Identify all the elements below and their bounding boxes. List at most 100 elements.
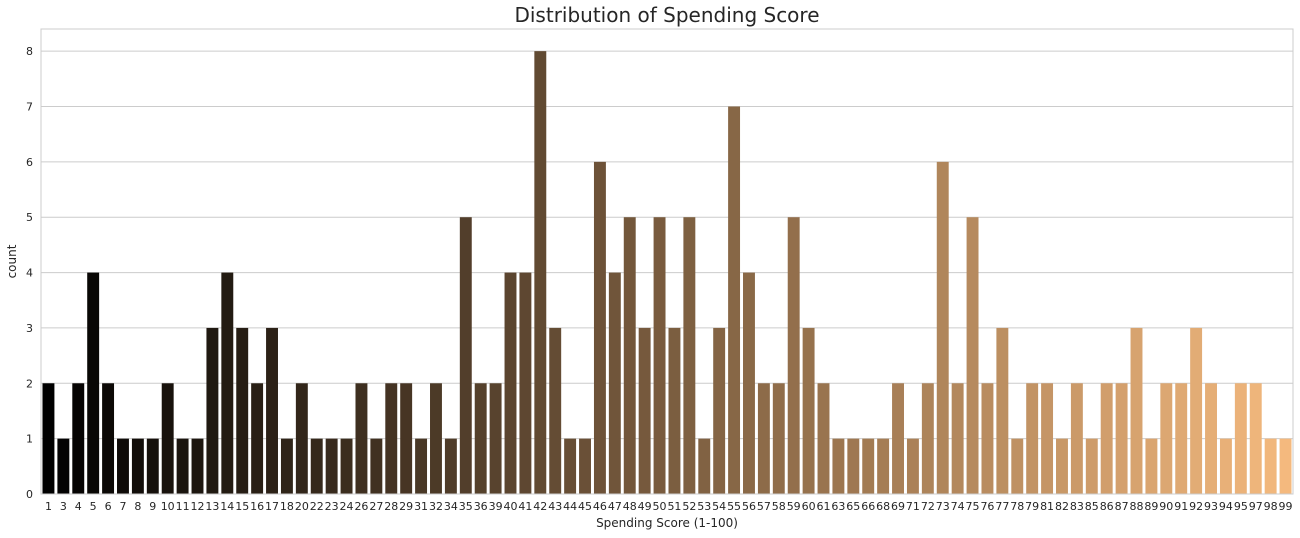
bar-17 xyxy=(266,327,278,494)
bar-31 xyxy=(415,438,428,494)
bar-56 xyxy=(743,272,755,494)
bar-89 xyxy=(1145,438,1158,494)
bar-13 xyxy=(206,327,219,494)
bar-79 xyxy=(1026,383,1039,494)
y-tick-label: 2 xyxy=(26,377,33,390)
x-tick-label: 23 xyxy=(325,500,339,513)
y-tick-labels: 0 1 2 3 4 5 6 7 8 xyxy=(26,45,33,501)
bar-99 xyxy=(1279,438,1292,494)
bar-59 xyxy=(787,217,800,494)
bar-94 xyxy=(1219,438,1232,494)
x-tick-label: 49 xyxy=(638,500,652,513)
bar-68 xyxy=(877,438,890,494)
bar-48 xyxy=(623,217,636,494)
bar-1 xyxy=(42,383,55,494)
x-tick-label: 34 xyxy=(444,500,458,513)
bar-40 xyxy=(504,272,517,494)
bar-47 xyxy=(608,272,621,494)
x-tick-label: 22 xyxy=(310,500,324,513)
bar-65 xyxy=(847,438,860,494)
chart-title: Distribution of Spending Score xyxy=(514,3,819,27)
x-tick-label: 66 xyxy=(861,500,875,513)
x-tick-label: 76 xyxy=(980,500,994,513)
x-tick-label: 57 xyxy=(757,500,771,513)
x-tick-label: 86 xyxy=(1100,500,1114,513)
bar-92 xyxy=(1190,327,1203,494)
x-tick-label: 46 xyxy=(593,500,607,513)
plot-frame xyxy=(40,28,1294,495)
bar-11 xyxy=(176,438,189,494)
y-tick-label: 3 xyxy=(26,322,33,335)
x-tick-label: 63 xyxy=(831,500,845,513)
bar-49 xyxy=(638,327,651,494)
bar-22 xyxy=(310,438,323,494)
x-tick-label: 71 xyxy=(906,500,920,513)
x-tick-label: 14 xyxy=(220,500,234,513)
bar-82 xyxy=(1056,438,1068,494)
x-tick-label: 85 xyxy=(1085,500,1099,513)
x-tick-label: 13 xyxy=(205,500,219,513)
bars xyxy=(42,51,1292,495)
x-tick-label: 74 xyxy=(951,500,965,513)
x-tick-label: 39 xyxy=(489,500,503,513)
x-tick-label: 42 xyxy=(533,500,547,513)
x-tick-label: 87 xyxy=(1115,500,1129,513)
x-tick-label: 98 xyxy=(1264,500,1278,513)
bar-29 xyxy=(400,383,413,494)
x-tick-label: 17 xyxy=(265,500,279,513)
bar-20 xyxy=(295,383,308,494)
x-tick-label: 97 xyxy=(1249,500,1263,513)
bar-6 xyxy=(102,383,115,494)
x-tick-label: 92 xyxy=(1189,500,1203,513)
bar-75 xyxy=(966,217,979,494)
bar-52 xyxy=(683,217,696,494)
x-tick-label: 44 xyxy=(563,500,577,513)
bar-55 xyxy=(728,106,741,494)
bar-41 xyxy=(519,272,532,494)
x-tick-label: 72 xyxy=(921,500,935,513)
x-tick-label: 75 xyxy=(966,500,980,513)
x-tick-label: 54 xyxy=(712,500,726,513)
bar-16 xyxy=(251,383,264,494)
x-tick-label: 10 xyxy=(161,500,175,513)
x-tick-label: 36 xyxy=(474,500,488,513)
x-tick-label: 56 xyxy=(742,500,756,513)
x-tick-label: 1 xyxy=(45,500,52,513)
x-tick-label: 5 xyxy=(90,500,97,513)
y-tick-label: 4 xyxy=(26,267,33,280)
bar-35 xyxy=(459,217,472,494)
x-tick-label: 81 xyxy=(1040,500,1054,513)
x-tick-label: 15 xyxy=(235,500,249,513)
x-tick-label: 83 xyxy=(1070,500,1084,513)
bar-88 xyxy=(1130,327,1143,494)
x-tick-label: 18 xyxy=(280,500,294,513)
x-tick-label: 51 xyxy=(667,500,681,513)
bar-86 xyxy=(1100,383,1113,494)
bar-42 xyxy=(534,51,547,495)
x-axis-label: Spending Score (1-100) xyxy=(596,516,738,530)
bar-90 xyxy=(1160,383,1173,494)
bar-28 xyxy=(385,383,398,494)
x-tick-label: 52 xyxy=(682,500,696,513)
bar-76 xyxy=(981,383,994,494)
y-axis-label: count xyxy=(5,244,19,278)
bar-73 xyxy=(936,161,949,494)
x-tick-label: 43 xyxy=(548,500,562,513)
bar-66 xyxy=(862,438,875,494)
x-tick-label: 27 xyxy=(369,500,383,513)
bar-95 xyxy=(1234,383,1247,494)
bar-44 xyxy=(564,438,577,494)
bar-77 xyxy=(996,327,1009,494)
bar-51 xyxy=(668,327,681,494)
x-tick-label: 79 xyxy=(1025,500,1039,513)
x-tick-label: 95 xyxy=(1234,500,1248,513)
bar-34 xyxy=(444,438,457,494)
bar-18 xyxy=(280,438,293,494)
x-tick-label: 35 xyxy=(459,500,473,513)
bar-83 xyxy=(1070,383,1083,494)
y-tick-label: 6 xyxy=(26,156,33,169)
x-tick-label: 41 xyxy=(518,500,532,513)
x-tick-label: 69 xyxy=(891,500,905,513)
x-tick-label: 11 xyxy=(176,500,190,513)
